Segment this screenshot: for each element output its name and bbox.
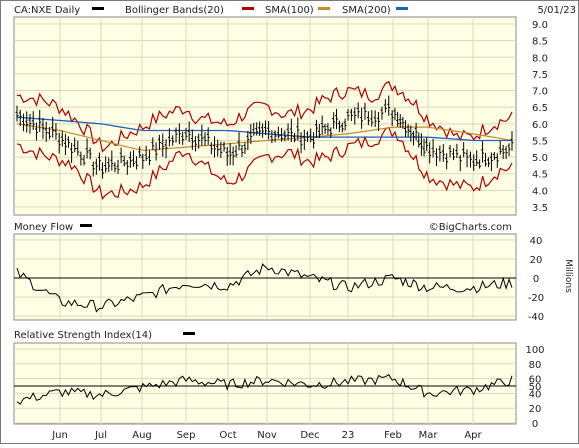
legend-sma200: SMA(200) [342, 5, 391, 16]
legend-sma200-swatch [396, 7, 408, 10]
money-flow-swatch [80, 224, 92, 227]
price-tick-label: 6.5 [532, 103, 548, 114]
rsi-tick-label: 40 [529, 389, 542, 400]
money-flow-panel [13, 233, 517, 321]
rsi-tick-label: 60 [529, 375, 542, 386]
rsi-panel [13, 342, 517, 425]
price-tick-label: 9.0 [532, 20, 548, 31]
bollinger-upper-line [16, 80, 513, 153]
month-label: Oct [219, 430, 236, 441]
price-tick-label: 4.5 [532, 170, 548, 181]
legend-symbol: CA:NXE Daily [14, 5, 80, 16]
price-tick-label: 8.0 [532, 53, 548, 64]
month-label: Aug [132, 430, 152, 441]
money-flow-tick-label: -20 [528, 293, 544, 304]
legend-bollinger-swatch [242, 7, 254, 10]
money-flow-tick-label: 20 [530, 255, 543, 266]
sma100-line [16, 123, 513, 151]
money-flow-label: Money Flow [14, 222, 73, 233]
month-label: 23 [342, 430, 355, 441]
legend-sma100-swatch [318, 7, 330, 10]
sma200-line [16, 116, 512, 142]
month-label: Dec [300, 430, 319, 441]
rsi-line [16, 373, 513, 405]
rsi-tick-label: 100 [525, 345, 544, 356]
month-label: Feb [384, 430, 402, 441]
money-flow-line [16, 263, 513, 313]
price-tick-label: 3.5 [532, 203, 548, 214]
rsi-label: Relative Strength Index(14) [14, 330, 152, 341]
price-panel [13, 16, 517, 216]
price-tick-label: 5.5 [532, 136, 548, 147]
month-label: Nov [257, 430, 277, 441]
price-tick-label: 8.5 [532, 37, 548, 48]
money-flow-ylabel: Millions [563, 259, 573, 293]
price-tick-label: 7.0 [532, 87, 548, 98]
header-date: 5/01/23 [537, 5, 576, 16]
money-flow-tick-label: -40 [528, 312, 544, 323]
price-tick-label: 5.0 [532, 153, 548, 164]
legend-sma100: SMA(100) [265, 5, 314, 16]
rsi-tick-label: 20 [529, 404, 542, 415]
rsi-tick-label: 50 [529, 382, 542, 393]
month-label: Sep [177, 430, 196, 441]
watermark: ©BigCharts.com [429, 222, 512, 233]
month-label: Jun [51, 430, 68, 441]
rsi-swatch [183, 332, 195, 335]
legend-bollinger: Bollinger Bands(20) [125, 5, 224, 16]
month-label: Jul [94, 430, 107, 441]
legend-symbol-swatch [92, 7, 104, 10]
rsi-tick-label: 80 [529, 360, 542, 371]
money-flow-tick-label: 40 [530, 236, 543, 247]
month-label: Mar [419, 430, 439, 441]
money-flow-tick-label: 0 [533, 274, 539, 285]
price-tick-label: 4.0 [532, 186, 548, 197]
rsi-tick-label: 0 [532, 419, 538, 430]
month-label: Apr [464, 430, 482, 441]
price-tick-label: 6.0 [532, 120, 548, 131]
bollinger-lower-line [16, 126, 513, 200]
price-tick-label: 7.5 [532, 70, 548, 81]
